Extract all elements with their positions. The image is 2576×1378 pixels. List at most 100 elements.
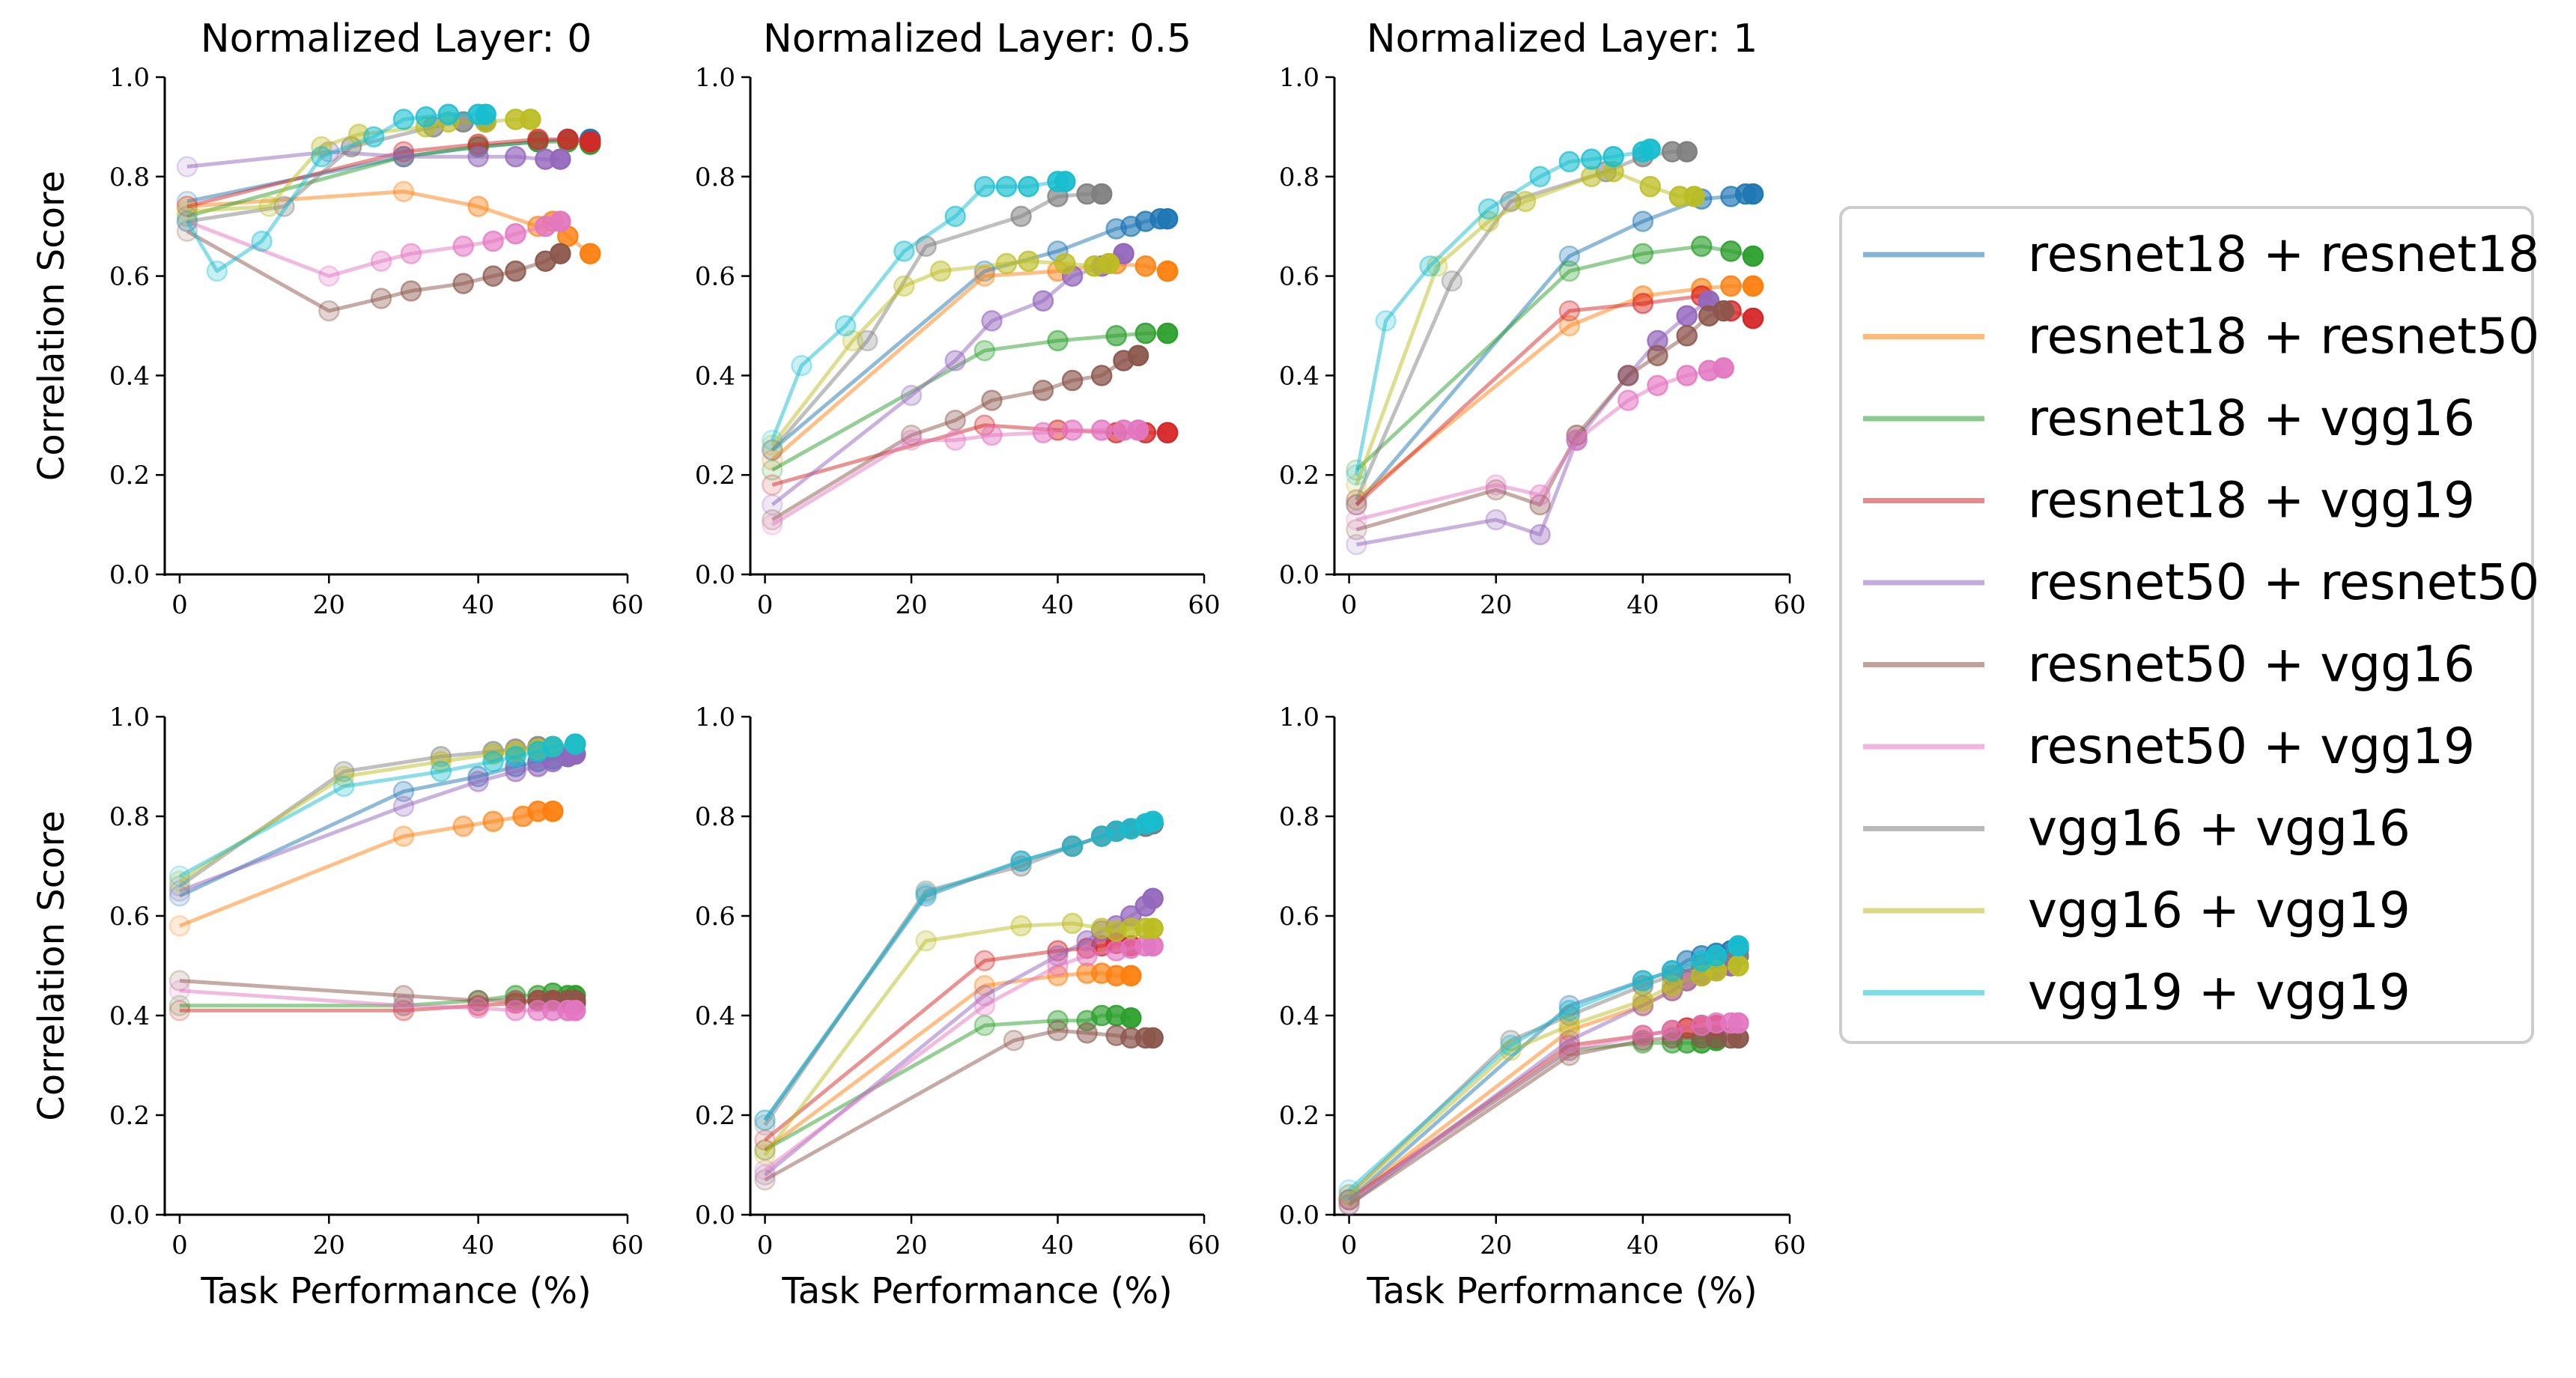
data-point xyxy=(1113,243,1134,264)
data-point xyxy=(550,210,571,232)
legend-label: resnet18 + vgg19 xyxy=(2028,472,2475,529)
series-resnet50-vgg16 xyxy=(1338,1027,1749,1215)
data-point xyxy=(1632,1025,1654,1046)
y-tick-label: 0.6 xyxy=(1279,262,1319,292)
y-tick-label: 0.8 xyxy=(109,802,150,832)
data-point xyxy=(557,128,579,151)
data-point xyxy=(332,775,355,798)
data-point xyxy=(762,429,783,451)
data-point xyxy=(1566,424,1588,446)
data-point xyxy=(168,865,191,887)
y-tick-label: 1.0 xyxy=(109,702,150,732)
series-line xyxy=(770,179,1066,441)
legend-item: resnet18 + vgg16 xyxy=(1863,389,2475,447)
data-point xyxy=(754,1159,776,1181)
legend-label: resnet50 + resnet50 xyxy=(2028,553,2539,611)
data-point xyxy=(754,1109,776,1131)
y-tick-label: 1.0 xyxy=(695,702,735,732)
series-vgg16-vgg19 xyxy=(1346,160,1705,496)
data-point xyxy=(1032,380,1054,401)
data-point xyxy=(1127,344,1149,367)
x-tick-label: 20 xyxy=(895,590,927,620)
legend-label: resnet18 + vgg16 xyxy=(2028,389,2475,447)
data-point xyxy=(1076,944,1098,967)
y-tick-label: 1.0 xyxy=(1279,702,1319,732)
data-point xyxy=(1090,183,1113,205)
data-point xyxy=(1500,1039,1522,1061)
x-tick-label: 0 xyxy=(1341,1230,1358,1260)
y-axis-title: Correlation Score xyxy=(31,171,73,481)
data-point xyxy=(482,810,504,832)
data-point xyxy=(762,494,783,516)
data-point xyxy=(1661,1019,1683,1042)
legend-label: resnet18 + resnet18 xyxy=(2028,225,2539,283)
data-point xyxy=(1010,915,1032,937)
data-point xyxy=(392,145,415,168)
x-axis-title: Task Performance (%) xyxy=(1366,1270,1757,1312)
data-point xyxy=(176,156,198,177)
series-line xyxy=(771,192,1102,452)
panel-1: 0.0 0.2 0.4 0.6 0.8 1.0 0 20 40 60 Normalized Laye… xyxy=(31,16,644,620)
y-tick-label: 0.8 xyxy=(695,163,735,192)
y-tick-label: 0.8 xyxy=(695,802,735,832)
data-point xyxy=(311,145,332,168)
x-tick-label: 40 xyxy=(1626,1230,1659,1260)
y-tick-label: 0.4 xyxy=(1279,361,1319,391)
series-line xyxy=(1348,964,1732,1206)
data-point xyxy=(1054,171,1076,192)
data-point xyxy=(1338,1179,1360,1201)
y-tick-label: 0.0 xyxy=(1279,560,1319,590)
data-point xyxy=(1346,464,1367,486)
series-resnet50-vgg19 xyxy=(168,980,586,1022)
x-tick-label: 60 xyxy=(1188,590,1220,620)
data-point xyxy=(973,995,996,1016)
data-point xyxy=(467,989,489,1012)
data-point xyxy=(168,880,191,902)
data-point xyxy=(1338,1184,1360,1206)
data-point xyxy=(206,260,228,282)
data-point xyxy=(1558,260,1581,282)
series-resnet18-resnet18 xyxy=(1346,183,1764,516)
data-point xyxy=(370,250,392,272)
series-vgg19-vgg19 xyxy=(1338,935,1749,1201)
data-point xyxy=(176,210,198,232)
series-line xyxy=(186,139,591,219)
series-resnet50-vgg16 xyxy=(762,344,1149,531)
legend-item: resnet50 + vgg19 xyxy=(1863,717,2475,775)
y-tick-label: 0.2 xyxy=(1279,1101,1319,1131)
series-resnet18-vgg16 xyxy=(762,322,1179,481)
y-tick-label: 0.6 xyxy=(695,902,735,932)
y-tick-label: 0.0 xyxy=(1279,1201,1319,1230)
data-point xyxy=(1120,1007,1142,1029)
data-point xyxy=(1105,325,1127,347)
data-point xyxy=(392,825,415,847)
series-line xyxy=(186,137,591,209)
x-tick-label: 20 xyxy=(895,1230,927,1260)
data-point xyxy=(1705,944,1728,967)
data-point xyxy=(370,288,392,309)
y-tick-label: 0.4 xyxy=(109,1001,150,1031)
data-point xyxy=(893,275,915,297)
series-resnet18-resnet50 xyxy=(1346,275,1764,511)
data-point xyxy=(1728,935,1749,957)
data-point xyxy=(1054,252,1076,275)
data-point xyxy=(362,126,385,148)
y-tick-label: 0.2 xyxy=(695,1101,735,1131)
data-point xyxy=(1010,205,1032,228)
data-point xyxy=(482,265,504,287)
data-point xyxy=(168,970,191,992)
data-point xyxy=(1514,190,1537,213)
data-point xyxy=(1142,810,1164,832)
x-tick-label: 0 xyxy=(1341,590,1358,620)
panel-3: 0.0 0.2 0.4 0.6 0.8 1.0 0 20 40 60 Normalized Laye… xyxy=(1279,16,1806,620)
data-point xyxy=(1632,970,1654,992)
data-point xyxy=(1632,989,1654,1012)
panel-2: 0.0 0.2 0.4 0.6 0.8 1.0 0 20 40 60 Normalized Laye… xyxy=(695,16,1221,620)
data-point xyxy=(1558,315,1581,337)
data-point xyxy=(430,760,452,783)
legend-item: resnet50 + vgg16 xyxy=(1863,636,2475,693)
legend-frame xyxy=(1839,206,2534,1044)
legend-label: resnet50 + vgg19 xyxy=(2028,717,2475,775)
data-point xyxy=(1134,322,1157,344)
series-resnet50-vgg19 xyxy=(1346,357,1734,531)
